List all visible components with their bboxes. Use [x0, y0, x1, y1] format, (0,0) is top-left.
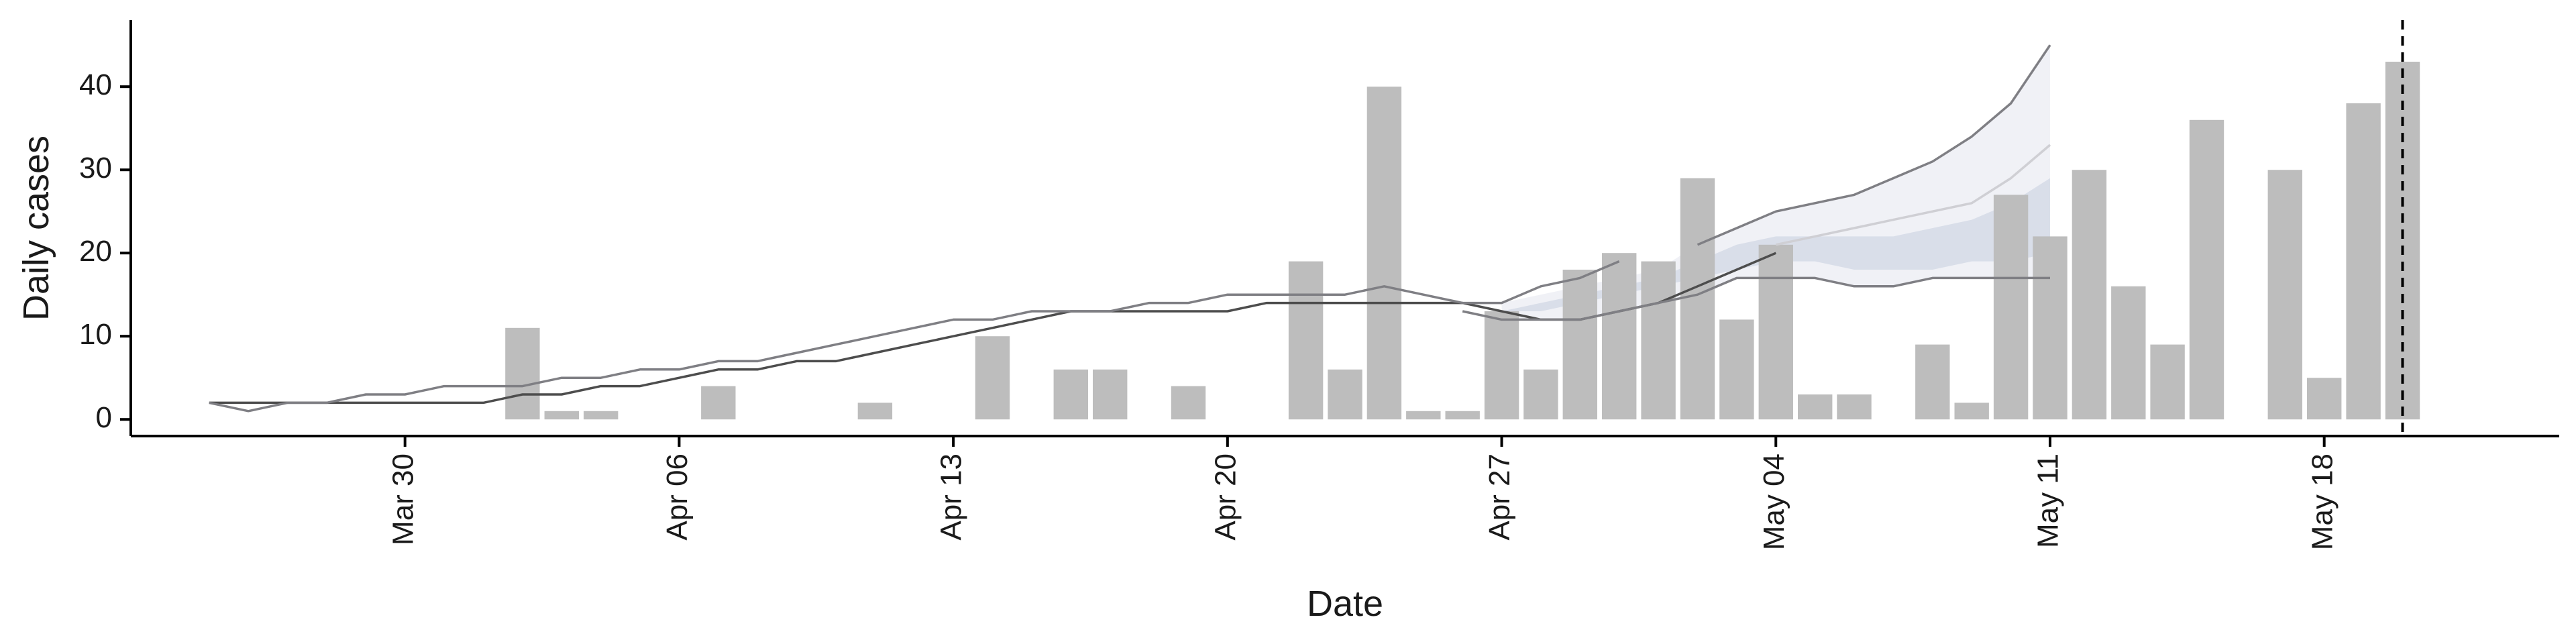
case-bar [1288, 261, 1324, 420]
x-tick-label: May 11 [2032, 453, 2065, 548]
axes: Mar 30 Apr 06 Apr 13 Apr 20 Apr 27 May 04 May … [79, 20, 2559, 550]
x-tick-label: Apr 27 [1483, 453, 1516, 541]
x-tick-label: May 04 [1758, 453, 1790, 550]
case-bar [1171, 386, 1206, 420]
case-bar [1798, 394, 1833, 420]
case-bar [1602, 253, 1637, 420]
case-bar [505, 327, 540, 420]
x-axis-title: Date [1307, 584, 1383, 624]
x-axis-ticks: Mar 30 Apr 06 Apr 13 Apr 20 Apr 27 May 04 May … [386, 436, 2339, 550]
y-tick-label: 20 [79, 235, 112, 268]
trend-lines [209, 44, 2051, 413]
trend-line-mid [1462, 276, 2050, 321]
y-tick-label: 0 [96, 401, 112, 434]
case-bar [701, 386, 736, 420]
y-tick-label: 30 [79, 152, 112, 184]
case-bar [1719, 319, 1754, 420]
case-bar [2072, 170, 2107, 420]
case-bar [857, 402, 893, 420]
case-bar [2346, 103, 2381, 420]
case-bar [1837, 394, 1872, 420]
x-tick-label: Apr 06 [661, 453, 694, 541]
case-bar [2267, 170, 2302, 420]
case-bar [1680, 178, 1715, 420]
case-bar [1954, 402, 1989, 420]
trend-line-light [1775, 144, 2051, 246]
case-bar [1523, 369, 1558, 420]
x-tick-label: Apr 20 [1209, 453, 1242, 541]
case-bar [1562, 270, 1597, 420]
case-bar [975, 336, 1010, 420]
case-bar [2307, 378, 2342, 420]
y-axis-ticks: 0 10 20 30 40 [79, 68, 131, 434]
case-bar [2033, 236, 2068, 420]
x-tick-label: May 18 [2306, 453, 2339, 550]
daily-case-bars [505, 62, 2420, 420]
case-bar [1445, 411, 1480, 420]
case-bar [1758, 244, 1793, 420]
trend-line-mid [209, 260, 1620, 413]
case-bar [584, 411, 619, 420]
case-bar [1406, 411, 1441, 420]
case-bar [1053, 369, 1088, 420]
trend-line-dark [209, 252, 1776, 405]
trend-line-mid [1697, 44, 2051, 246]
case-bar [2150, 344, 2185, 420]
case-bar [1484, 311, 1519, 420]
case-bar [1915, 344, 1950, 420]
x-tick-label: Mar 30 [386, 453, 419, 545]
y-axis-title: Daily cases [16, 136, 56, 321]
case-bar [1093, 369, 1128, 420]
x-tick-label: Apr 13 [935, 453, 968, 541]
case-bar [1641, 261, 1676, 420]
case-bar [1366, 87, 1402, 420]
case-bar [1993, 195, 2029, 420]
case-bar [2189, 119, 2224, 420]
y-tick-label: 10 [79, 318, 112, 351]
case-bar [1328, 369, 1362, 420]
case-bar [2111, 286, 2146, 420]
case-bar [544, 411, 579, 420]
y-tick-label: 40 [79, 68, 112, 101]
